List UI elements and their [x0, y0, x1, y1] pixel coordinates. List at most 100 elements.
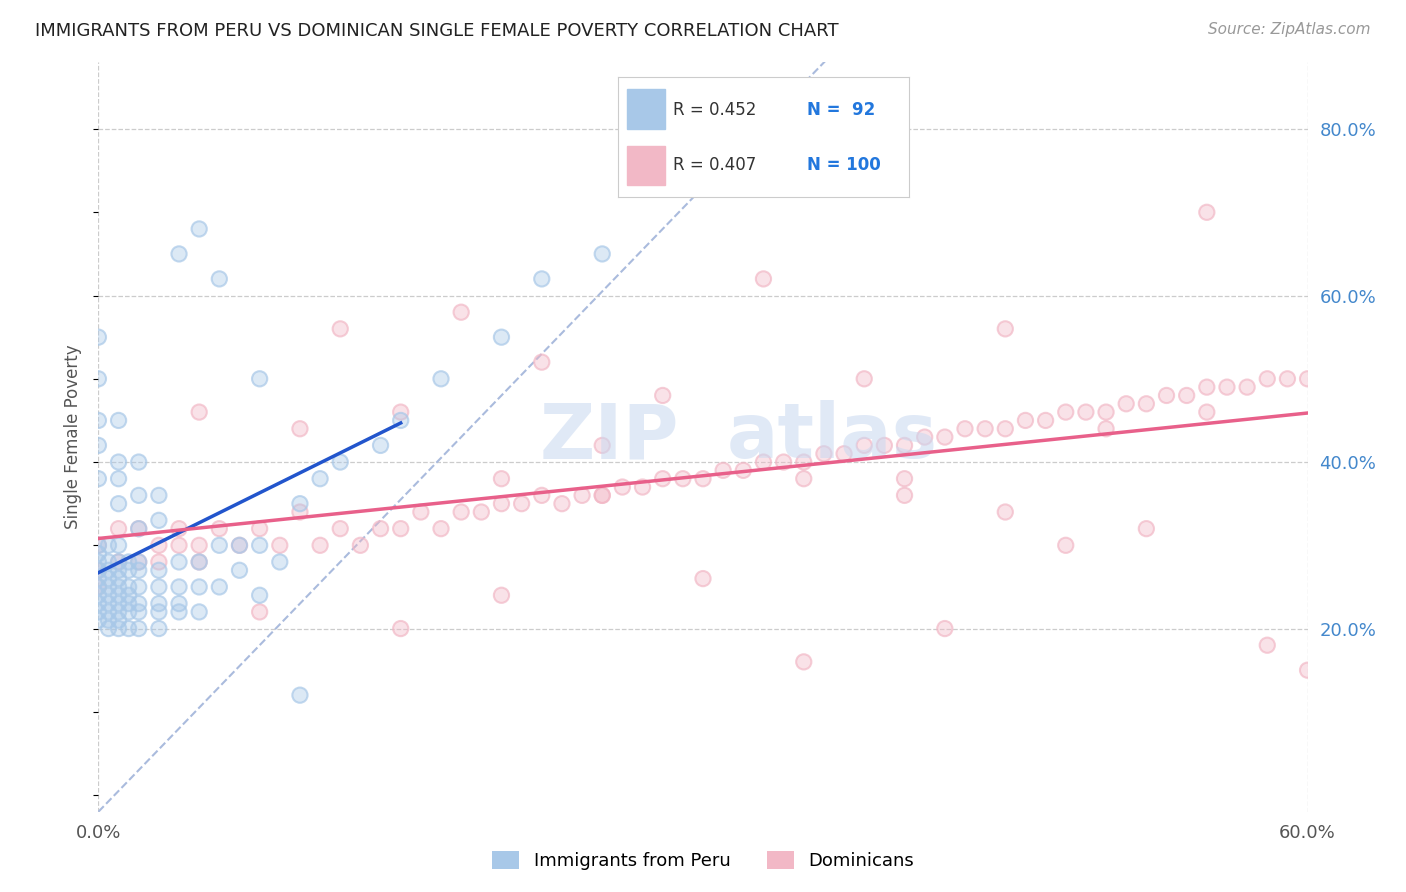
Point: [107, 613, 129, 627]
Point: [87, 472, 110, 486]
Point: [97, 555, 120, 569]
Point: [128, 522, 150, 536]
Point: [389, 622, 412, 636]
Point: [107, 605, 129, 619]
Point: [974, 422, 997, 436]
Text: IMMIGRANTS FROM PERU VS DOMINICAN SINGLE FEMALE POVERTY CORRELATION CHART: IMMIGRANTS FROM PERU VS DOMINICAN SINGLE…: [35, 22, 839, 40]
Point: [1195, 380, 1218, 394]
Point: [491, 497, 513, 511]
Point: [329, 322, 352, 336]
Point: [1195, 405, 1218, 419]
Point: [349, 538, 371, 552]
Point: [107, 455, 129, 469]
Point: [107, 555, 129, 569]
Point: [249, 538, 271, 552]
Point: [370, 522, 392, 536]
Point: [188, 405, 211, 419]
Point: [1054, 405, 1077, 419]
Point: [893, 488, 915, 502]
Point: [651, 472, 673, 486]
Point: [249, 588, 271, 602]
Point: [97, 555, 120, 569]
Point: [87, 580, 110, 594]
Point: [370, 438, 392, 452]
Point: [1054, 405, 1077, 419]
Point: [97, 597, 120, 611]
Point: [530, 355, 553, 369]
Y-axis label: Single Female Poverty: Single Female Poverty: [65, 345, 83, 529]
Point: [228, 538, 250, 552]
Point: [148, 488, 170, 502]
Point: [107, 622, 129, 636]
Point: [87, 613, 110, 627]
Point: [813, 447, 835, 461]
Point: [389, 622, 412, 636]
Point: [309, 538, 332, 552]
Text: Source: ZipAtlas.com: Source: ZipAtlas.com: [1208, 22, 1371, 37]
Point: [491, 497, 513, 511]
Point: [118, 563, 141, 577]
Point: [167, 597, 190, 611]
Point: [148, 597, 170, 611]
Point: [1236, 380, 1258, 394]
Point: [1195, 380, 1218, 394]
Point: [107, 622, 129, 636]
Point: [914, 430, 936, 444]
Point: [530, 355, 553, 369]
Point: [118, 588, 141, 602]
Point: [107, 413, 129, 427]
Point: [1256, 372, 1278, 386]
Point: [491, 588, 513, 602]
Point: [329, 455, 352, 469]
Point: [107, 597, 129, 611]
Point: [97, 622, 120, 636]
Point: [87, 580, 110, 594]
Point: [118, 622, 141, 636]
Point: [208, 522, 231, 536]
Point: [118, 580, 141, 594]
Point: [87, 330, 110, 344]
Point: [87, 547, 110, 561]
Point: [148, 555, 170, 569]
Point: [772, 455, 794, 469]
Point: [409, 505, 432, 519]
Point: [1195, 205, 1218, 219]
Point: [1236, 380, 1258, 394]
Point: [994, 322, 1017, 336]
Point: [128, 555, 150, 569]
Point: [128, 522, 150, 536]
Point: [188, 605, 211, 619]
Point: [167, 605, 190, 619]
Point: [188, 405, 211, 419]
Point: [1175, 388, 1198, 402]
Point: [893, 488, 915, 502]
Point: [208, 538, 231, 552]
Point: [793, 455, 815, 469]
Point: [1095, 405, 1118, 419]
Point: [370, 438, 392, 452]
Point: [97, 622, 120, 636]
Point: [87, 580, 110, 594]
Point: [329, 322, 352, 336]
Point: [107, 572, 129, 586]
Point: [107, 555, 129, 569]
Point: [1054, 538, 1077, 552]
Point: [118, 580, 141, 594]
Point: [1216, 380, 1239, 394]
Point: [450, 505, 472, 519]
Point: [87, 605, 110, 619]
Point: [591, 488, 613, 502]
Point: [752, 455, 775, 469]
Point: [128, 605, 150, 619]
Point: [651, 388, 673, 402]
Point: [97, 580, 120, 594]
Point: [107, 413, 129, 427]
Point: [97, 613, 120, 627]
Point: [1095, 422, 1118, 436]
Point: [118, 563, 141, 577]
Point: [118, 588, 141, 602]
Point: [107, 580, 129, 594]
Point: [148, 622, 170, 636]
Point: [1256, 638, 1278, 652]
Point: [934, 622, 956, 636]
